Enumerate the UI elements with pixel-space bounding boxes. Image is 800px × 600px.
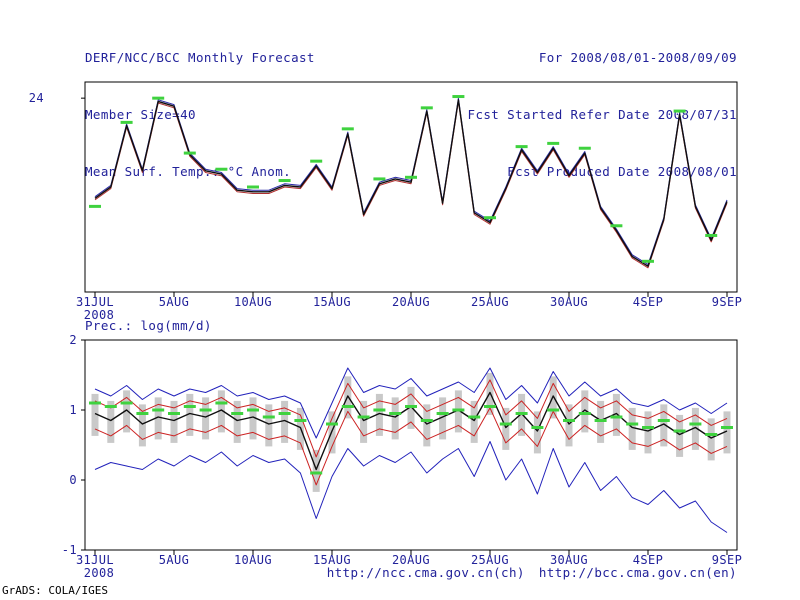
svg-text:30AUG: 30AUG [550,295,588,309]
svg-text:2008: 2008 [84,308,115,322]
svg-text:-1: -1 [62,543,77,557]
series-upper-quartile [94,379,728,458]
svg-text:2008: 2008 [84,566,115,580]
plot-title: DERF/NCC/BCC Monthly Forecast [85,50,315,65]
temp-chart-title: Mean Surf. Temp.: °C Anom. [85,164,292,179]
svg-text:20AUG: 20AUG [392,295,430,309]
svg-text:9SEP: 9SEP [712,553,743,567]
series-lower-quartile [94,407,728,486]
series-ensemble-min [94,441,728,533]
svg-text:31JUL: 31JUL [76,295,114,309]
grads-credit: GrADS: COLA/IGES [2,584,108,597]
svg-text:4SEP: 4SEP [633,295,664,309]
svg-text:9SEP: 9SEP [712,295,743,309]
series-ensemble-member-lower [94,100,728,269]
svg-text:25AUG: 25AUG [471,295,509,309]
header-left: DERF/NCC/BCC Monthly Forecast Member Siz… [85,10,315,219]
svg-text:0: 0 [69,473,77,487]
svg-text:5AUG: 5AUG [159,295,190,309]
svg-text:20AUG: 20AUG [392,553,430,567]
svg-text:1: 1 [69,403,77,417]
svg-text:25AUG: 25AUG [471,553,509,567]
svg-text:15AUG: 15AUG [313,553,351,567]
svg-text:4SEP: 4SEP [633,553,664,567]
axes: 24 31JUL 5AUG 10AUG 15AUG 20AUG 25AUG 30AUG 4SEP… [29,81,743,322]
svg-text:10AUG: 10AUG [234,553,272,567]
svg-text:2: 2 [69,333,77,347]
series-ensemble-mean [94,99,728,267]
bcc-url: http://bcc.cma.gov.cn(en) [538,565,737,580]
svg-text:5AUG: 5AUG [159,553,190,567]
svg-text:Prec.: log(mm/d): Prec.: log(mm/d) [85,318,212,333]
observed-value-markers [89,95,718,263]
svg-text:15AUG: 15AUG [313,295,351,309]
svg-text:10AUG: 10AUG [234,295,272,309]
observed-value-markers [89,401,733,475]
svg-text:30AUG: 30AUG [550,553,588,567]
ensemble-spread-bars [91,372,731,492]
svg-text:24: 24 [29,91,44,105]
temp-chart: 24 31JUL 5AUG 10AUG 15AUG 20AUG 25AUG 30AUG 4SEP… [29,81,743,322]
series-ensemble-max [94,367,728,439]
svg-text:31JUL: 31JUL [76,553,114,567]
ncc-url: http://ncc.cma.gov.cn(ch) [326,565,525,580]
footer-urls: http://ncc.cma.gov.cn(ch) http://bcc.cma.… [327,565,737,580]
forecast-period-label: For 2008/08/01-2008/09/09 [538,50,737,65]
